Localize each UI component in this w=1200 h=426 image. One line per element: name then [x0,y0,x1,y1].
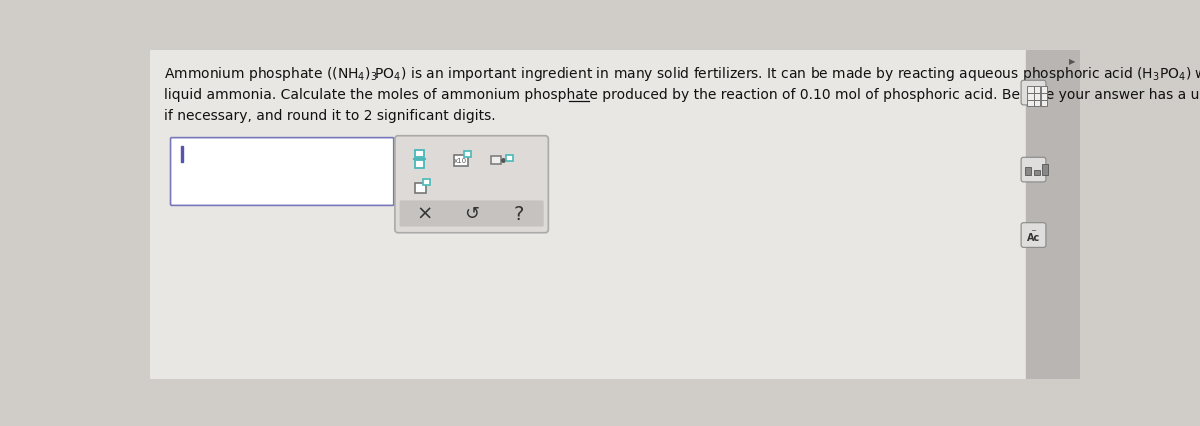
FancyBboxPatch shape [400,201,544,227]
Bar [415,184,426,193]
Bar [1034,87,1040,93]
Bar [491,156,502,165]
Text: ─: ─ [1031,228,1036,234]
Text: Ammonium phosphate $\left(\left(\mathrm{NH_4}\right)_3\!\mathrm{PO_4}\right)$ is: Ammonium phosphate $\left(\left(\mathrm{… [164,65,1200,83]
Bar [1027,87,1033,93]
Bar [1033,170,1039,176]
Text: ×: × [416,204,433,224]
Bar [1042,94,1048,100]
Bar [181,147,182,162]
Bar [1027,101,1033,107]
Text: liquid ammonia. Calculate the moles of ammonium phosphate produced by the reacti: liquid ammonia. Calculate the moles of a… [164,88,1200,102]
Bar [1027,94,1033,100]
Bar [464,152,470,158]
FancyBboxPatch shape [170,138,394,206]
Bar [1042,101,1048,107]
FancyBboxPatch shape [1021,158,1046,182]
Bar [1034,101,1040,107]
Bar [1026,51,1080,379]
Bar [1025,168,1031,176]
Bar [415,161,425,169]
FancyBboxPatch shape [1021,81,1046,106]
Bar [1042,87,1048,93]
Text: if necessary, and round it to 2 significant digits.: if necessary, and round it to 2 signific… [164,109,496,123]
Text: ▶: ▶ [1069,57,1075,66]
FancyBboxPatch shape [1021,223,1046,248]
Bar [415,150,425,158]
Bar [454,155,468,166]
Bar [1042,165,1049,176]
Bar [422,179,430,186]
Text: ?: ? [514,204,524,224]
Text: ↺: ↺ [464,205,479,223]
Bar [1034,94,1040,100]
Bar [505,155,512,162]
Text: Ac: Ac [1027,232,1040,242]
Text: x10: x10 [455,158,467,164]
FancyBboxPatch shape [395,136,548,233]
